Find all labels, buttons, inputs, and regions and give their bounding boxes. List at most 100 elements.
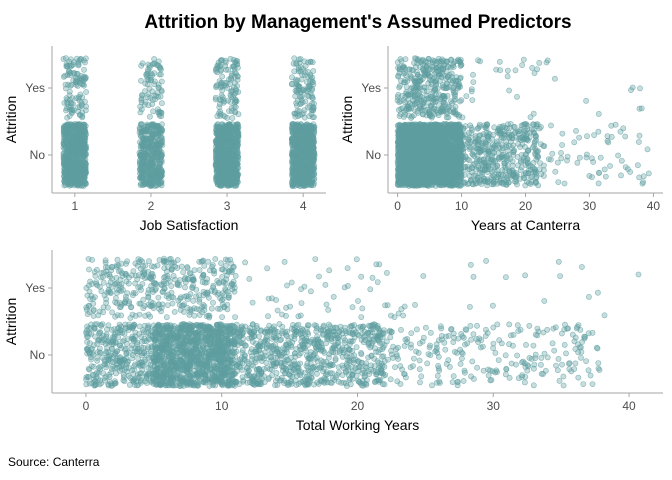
data-point <box>225 66 232 73</box>
data-point <box>156 71 163 78</box>
data-point <box>232 90 239 96</box>
data-point <box>306 113 313 120</box>
data-point <box>300 66 306 72</box>
data-point <box>299 99 306 106</box>
data-point <box>143 71 149 78</box>
data-point <box>78 102 85 109</box>
data-point <box>138 62 145 69</box>
data-point <box>226 178 233 185</box>
data-point <box>233 170 240 177</box>
data-point <box>297 164 304 170</box>
data-point <box>299 123 306 130</box>
data-point <box>217 80 224 87</box>
data-point <box>213 130 220 137</box>
data-point <box>142 134 149 141</box>
data-point <box>227 99 234 105</box>
data-point <box>66 62 73 69</box>
data-point <box>64 149 70 156</box>
data-point <box>147 136 154 143</box>
data-point <box>309 134 316 141</box>
data-point <box>69 127 76 134</box>
data-point <box>75 61 82 68</box>
data-point <box>159 152 165 159</box>
data-point <box>295 113 301 119</box>
data-point <box>299 177 306 184</box>
data-point <box>149 101 156 108</box>
data-point <box>309 100 315 107</box>
data-point <box>218 143 225 150</box>
data-point <box>66 88 73 95</box>
data-point <box>234 64 241 71</box>
data-point <box>77 135 83 142</box>
data-point <box>150 150 157 157</box>
data-point <box>219 171 226 178</box>
data-point <box>70 138 76 145</box>
data-point <box>63 107 69 114</box>
data-point <box>228 170 235 176</box>
data-point <box>137 174 143 181</box>
data-point <box>64 114 71 121</box>
data-point <box>228 93 234 100</box>
data-point <box>139 127 146 134</box>
data-point <box>310 151 316 158</box>
data-point <box>145 77 152 83</box>
data-point <box>68 177 75 184</box>
data-point <box>225 154 232 161</box>
data-point <box>289 163 296 170</box>
data-point <box>158 129 165 136</box>
data-point <box>77 112 84 119</box>
data-point <box>292 143 299 150</box>
data-point <box>235 111 242 118</box>
data-point <box>144 94 151 100</box>
data-point <box>220 129 227 135</box>
data-point <box>74 83 81 89</box>
x-tick-label: 2 <box>148 199 155 213</box>
data-point <box>80 81 87 88</box>
data-point <box>69 95 76 101</box>
data-point <box>142 151 148 158</box>
data-point <box>78 168 85 175</box>
data-point <box>80 145 86 152</box>
data-point <box>82 107 89 114</box>
data-point <box>63 172 70 179</box>
data-point <box>304 142 311 149</box>
data-point <box>297 93 303 100</box>
data-point <box>455 182 461 189</box>
data-point <box>158 157 165 164</box>
data-point <box>311 124 317 131</box>
data-point <box>83 89 89 95</box>
data-point <box>228 72 235 79</box>
data-point <box>76 122 83 128</box>
data-point <box>212 96 219 103</box>
data-point <box>218 92 225 99</box>
data-point <box>71 121 78 127</box>
data-point <box>147 145 154 152</box>
data-point <box>289 180 296 187</box>
data-point <box>152 96 159 103</box>
data-point <box>63 123 70 129</box>
data-point <box>431 126 438 133</box>
data-point <box>62 132 69 139</box>
data-point <box>232 59 239 66</box>
x-axis-title: Job Satisfaction <box>140 217 239 233</box>
data-point <box>158 100 165 107</box>
data-point <box>212 175 219 182</box>
data-point <box>149 170 156 177</box>
data-point <box>230 162 237 168</box>
data-point <box>233 98 240 105</box>
data-point <box>220 99 227 106</box>
data-point <box>311 129 318 136</box>
data-point <box>63 164 70 171</box>
data-point <box>293 158 299 165</box>
data-point <box>227 134 233 141</box>
x-tick-label: 3 <box>224 199 231 213</box>
data-point <box>137 109 144 116</box>
data-point <box>67 72 73 79</box>
data-point <box>293 78 300 85</box>
data-point <box>81 153 87 160</box>
data-point <box>218 182 225 189</box>
data-point <box>212 68 219 74</box>
x-tick-label: 4 <box>300 199 307 213</box>
data-point <box>306 82 312 89</box>
